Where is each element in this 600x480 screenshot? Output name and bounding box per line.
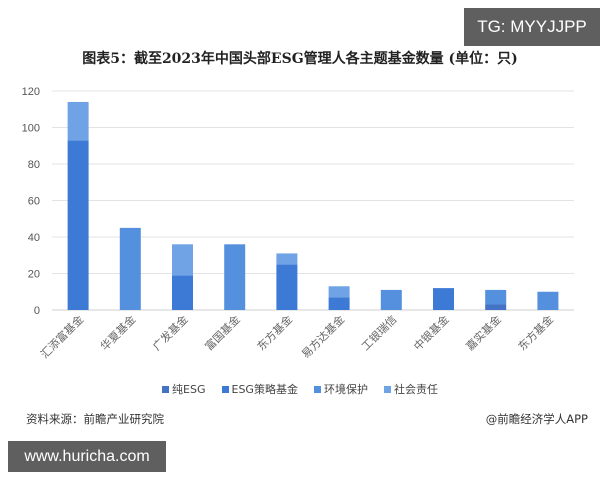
legend-label: 社会责任 [393,383,438,396]
legend-label: 纯ESG [172,383,206,396]
legend-item: ESG策略基金 [221,381,298,397]
legend-label: 环境保护 [323,383,368,396]
y-tick-label: 80 [28,159,40,171]
bar-segment [485,289,507,305]
bar-segment [67,101,89,141]
x-category-label: 工银瑞信 [358,312,399,353]
legend-item: 社会责任 [383,381,438,397]
y-tick-label: 120 [22,86,40,98]
y-tick-label: 20 [28,269,40,281]
y-tick-label: 40 [28,232,40,244]
x-category-label: 东方基金 [515,312,556,353]
legend-swatch [162,385,170,393]
x-category-label: 东方基金 [254,312,295,353]
bar-segment [224,244,246,310]
legend-swatch [221,385,229,393]
bar-segment [380,289,402,310]
bar-segment [119,227,141,310]
watermark-tg: TG: MYYJJPP [464,8,600,46]
x-category-label: 嘉实基金 [463,312,504,353]
x-category-label: 广发基金 [150,312,191,353]
legend-swatch [313,385,321,393]
legend-item: 环境保护 [313,381,368,397]
bar-segment [433,288,454,310]
x-category-label: 华夏基金 [97,312,138,353]
x-category-label: 中银基金 [411,312,452,353]
legend-swatch [383,385,391,393]
x-category-label: 易方达基金 [298,312,347,361]
x-category-label: 富国基金 [202,312,243,353]
bar-segment [67,140,89,310]
bar-segment [537,291,559,310]
bar-segment [485,304,507,310]
bar-segment [172,244,193,276]
bar-segment [276,253,298,265]
credit-note: @前瞻经济学人APP [485,412,588,426]
watermark-site: www.huricha.com [8,441,166,472]
legend-label: ESG策略基金 [231,383,298,396]
bar-segment [276,264,298,310]
legend-item: 纯ESG [162,381,206,397]
x-category-label: 汇添富基金 [37,312,86,361]
source-note: 资料来源：前瞻产业研究院 [26,412,164,426]
y-tick-label: 100 [22,123,40,135]
y-tick-label: 0 [34,305,40,317]
bar-segment [328,286,350,298]
y-tick-label: 60 [28,196,40,208]
chart-title: 图表5：截至2023年中国头部ESG管理人各主题基金数量 (单位：只) [82,51,518,67]
chart-legend: 纯ESG ESG策略基金 环境保护 社会责任 [0,381,600,397]
bar-segment [328,297,350,310]
bar-segment [172,275,193,310]
